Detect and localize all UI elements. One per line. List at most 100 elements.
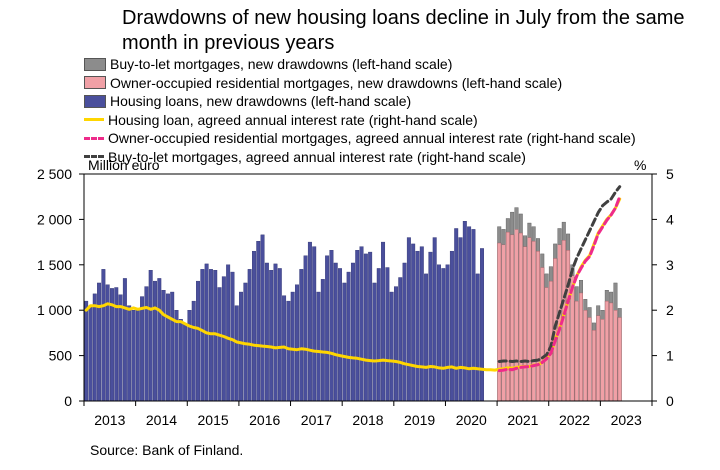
housing-loan-bar: [144, 286, 149, 402]
housing-loan-bar: [174, 310, 179, 402]
owner-occupied-rate-line: [497, 195, 622, 373]
housing-loan-bar: [359, 246, 364, 402]
housing-loan-bar: [441, 268, 446, 402]
housing-loan-bar: [196, 280, 200, 402]
left-axis-unit: Million euro: [88, 157, 160, 173]
housing-loan-bar: [230, 271, 235, 402]
housing-loan-bar: [437, 264, 441, 402]
housing-loan-bar: [290, 291, 295, 402]
housing-loan-bar: [320, 279, 325, 402]
housing-loan-bar: [277, 268, 282, 402]
housing-loan-bar: [131, 310, 136, 402]
housing-loan-bar: [480, 248, 484, 402]
housing-loan-bar: [325, 255, 330, 402]
housing-loan-bar: [372, 282, 377, 402]
housing-loan-bar: [342, 282, 347, 402]
owner-occupied-bar: [591, 329, 596, 402]
source-note: Source: Bank of Finland.: [90, 442, 244, 458]
housing-loan-bar: [424, 273, 429, 402]
owner-occupied-bar: [604, 300, 609, 402]
housing-loan-bar: [247, 269, 252, 402]
x-tick-label: 2021: [507, 412, 538, 428]
x-tick-label: 2015: [198, 412, 229, 428]
owner-occupied-bar: [501, 244, 506, 402]
housing-loan-bar: [454, 228, 459, 402]
housing-loan-bar: [445, 264, 450, 402]
housing-loan-bar: [368, 251, 373, 402]
owner-occupied-bar: [514, 229, 519, 402]
left-tick-label: 500: [49, 348, 73, 364]
owner-occupied-bar: [579, 292, 583, 402]
legend-line: [84, 155, 104, 159]
housing-loan-bar: [165, 293, 170, 402]
housing-loan-bar: [178, 319, 183, 402]
housing-loan-bar: [161, 290, 166, 402]
housing-loan-bar: [92, 293, 97, 402]
owner-occupied-bar: [609, 302, 614, 402]
housing-loan-bar: [385, 267, 390, 402]
owner-occupied-bar: [613, 310, 618, 402]
owner-occupied-bar: [523, 246, 528, 402]
right-tick-label: 4: [666, 211, 674, 227]
chart-title: Drawdowns of new housing loans decline i…: [122, 7, 685, 54]
housing-loan-bar: [363, 253, 368, 402]
left-tick-label: 2 500: [37, 166, 72, 182]
housing-loan-bar: [191, 300, 196, 402]
housing-loan-bar: [394, 286, 398, 402]
owner-occupied-bar: [497, 242, 502, 402]
owner-occupied-bar: [527, 237, 532, 402]
owner-occupied-bar: [505, 231, 510, 402]
housing-loan-bar: [402, 262, 407, 402]
legend-label: Owner-occupied residential mortgages, ne…: [110, 74, 563, 91]
housing-loan-bar: [307, 241, 312, 402]
housing-loan-bar: [226, 264, 231, 402]
housing-loan-bar: [428, 251, 433, 402]
left-tick-label: 0: [64, 393, 72, 409]
housing-loan-bar: [346, 271, 351, 402]
housing-loan-bar: [183, 323, 188, 402]
legend-label: Buy-to-let mortgages, agreed annual inte…: [108, 148, 526, 165]
housing-loan-bar: [153, 280, 157, 402]
legend-item: Housing loan, agreed annual interest rat…: [84, 111, 636, 130]
housing-loan-bar: [256, 240, 261, 402]
housing-loan-bar: [449, 250, 454, 402]
legend-line: [84, 118, 104, 122]
housing-loan-bar: [350, 262, 355, 402]
housing-loan-bar: [148, 270, 153, 402]
housing-loan-bar: [269, 270, 274, 402]
legend-line: [84, 136, 104, 140]
right-axis-unit: %: [634, 157, 647, 173]
housing-loan-bar: [157, 278, 162, 402]
housing-loan-bar: [333, 262, 338, 402]
x-tick-label: 2013: [94, 412, 125, 428]
legend-item: Owner-occupied residential mortgages, ne…: [84, 74, 636, 93]
chart-legend: Buy-to-let mortgages, new drawdowns (lef…: [84, 55, 636, 166]
legend-label: Owner-occupied residential mortgages, ag…: [108, 130, 636, 147]
housing-loan-bar: [118, 294, 123, 402]
housing-loan-bar: [355, 250, 360, 402]
housing-loan-bar: [312, 246, 317, 402]
legend-item: Housing loans, new drawdowns (left-hand …: [84, 92, 636, 111]
owner-occupied-bar: [544, 287, 549, 402]
housing-loan-bar: [475, 273, 480, 402]
right-tick-label: 2: [666, 302, 674, 318]
housing-loan-bar: [140, 296, 145, 402]
housing-loan-bar: [458, 237, 463, 402]
left-tick-label: 2 000: [37, 211, 72, 227]
housing-loan-bar: [295, 284, 299, 402]
housing-loan-bar: [419, 246, 424, 402]
owner-occupied-bar: [617, 317, 622, 402]
x-tick-label: 2017: [301, 412, 332, 428]
housing-loan-bar: [101, 269, 106, 402]
plot-frame: [83, 173, 653, 402]
housing-loan-bar: [97, 282, 102, 402]
right-tick-label: 1: [666, 348, 674, 364]
housing-loan-bar: [376, 268, 381, 402]
legend-item: Owner-occupied residential mortgages, ag…: [84, 129, 636, 148]
housing-loan-bar: [243, 282, 248, 402]
legend-item: Buy-to-let mortgages, agreed annual inte…: [84, 148, 636, 167]
x-tick-label: 2020: [456, 412, 487, 428]
housing-loan-bar: [221, 276, 226, 402]
owner-occupied-bar: [531, 240, 536, 402]
x-tick-label: 2022: [559, 412, 590, 428]
